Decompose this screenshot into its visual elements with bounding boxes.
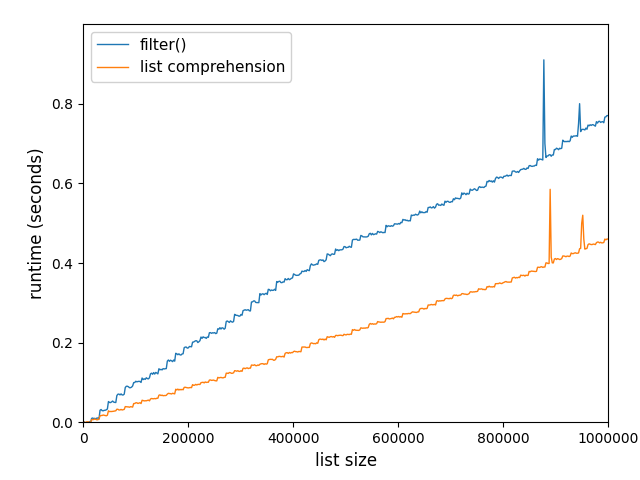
- filter(): [540, 57, 548, 63]
- filter(): [604, 113, 612, 119]
- filter(): [511, 168, 518, 174]
- list comprehension: [594, 239, 602, 245]
- list comprehension: [333, 333, 340, 338]
- filter(): [364, 233, 372, 239]
- filter(): [594, 120, 602, 126]
- list comprehension: [81, 420, 89, 425]
- list comprehension: [547, 186, 554, 192]
- list comprehension: [511, 275, 518, 280]
- list comprehension: [79, 419, 87, 425]
- list comprehension: [364, 324, 372, 330]
- list comprehension: [393, 314, 401, 320]
- filter(): [333, 248, 340, 253]
- X-axis label: list size: list size: [314, 452, 377, 469]
- filter(): [84, 420, 92, 426]
- filter(): [393, 221, 401, 227]
- list comprehension: [330, 334, 337, 339]
- filter(): [79, 420, 87, 425]
- Legend: filter(), list comprehension: filter(), list comprehension: [91, 32, 291, 82]
- filter(): [330, 252, 337, 257]
- Line: filter(): filter(): [83, 60, 608, 423]
- list comprehension: [604, 236, 612, 242]
- Line: list comprehension: list comprehension: [83, 189, 608, 422]
- Y-axis label: runtime (seconds): runtime (seconds): [28, 147, 46, 299]
